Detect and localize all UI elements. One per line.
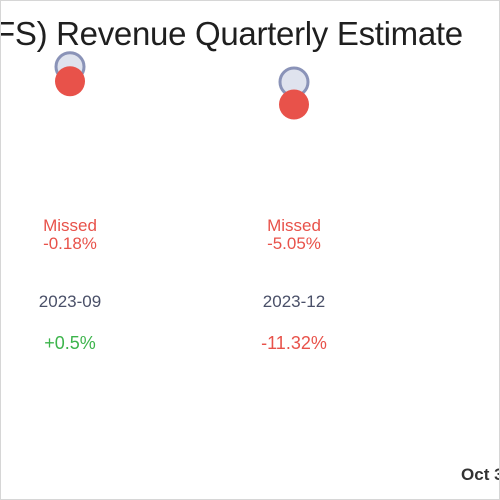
quarter-surprise: -5.05% bbox=[267, 234, 321, 253]
quarter-period: 2023-12 bbox=[262, 292, 326, 311]
quarter-status: Missed bbox=[267, 216, 321, 235]
quarter-change: -11.32% bbox=[261, 333, 327, 353]
quarter-status: Missed bbox=[43, 216, 97, 235]
quarter-surprise: -0.18% bbox=[43, 234, 97, 253]
footer-date: Oct 30 bbox=[461, 465, 499, 484]
quarter-period: 2023-09 bbox=[38, 292, 102, 311]
actual-marker-2023-09 bbox=[55, 66, 85, 97]
actual-marker-2023-12 bbox=[279, 89, 309, 120]
quarter-change: +0.5% bbox=[44, 333, 96, 353]
chart-title: FS) Revenue Quarterly Estimate bbox=[0, 15, 463, 52]
